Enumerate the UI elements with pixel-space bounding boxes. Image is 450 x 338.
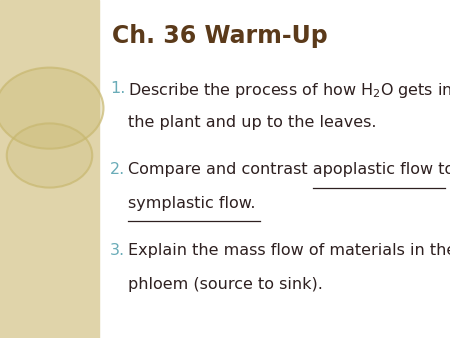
Text: Compare and contrast apoplastic flow to: Compare and contrast apoplastic flow to [128,162,450,177]
Text: 1.: 1. [110,81,126,96]
Bar [0,0,99,338]
Text: Explain the mass flow of materials in the: Explain the mass flow of materials in th… [128,243,450,258]
Text: Describe the process of how H$_2$O gets into: Describe the process of how H$_2$O gets … [128,81,450,100]
Circle shape [0,68,104,149]
Text: symplastic flow.: symplastic flow. [128,196,256,211]
Text: phloem (source to sink).: phloem (source to sink). [128,277,323,292]
Circle shape [7,123,92,188]
Text: Ch. 36 Warm-Up: Ch. 36 Warm-Up [112,24,328,48]
Text: 2.: 2. [110,162,126,177]
Text: the plant and up to the leaves.: the plant and up to the leaves. [128,115,377,130]
Text: 3.: 3. [110,243,126,258]
